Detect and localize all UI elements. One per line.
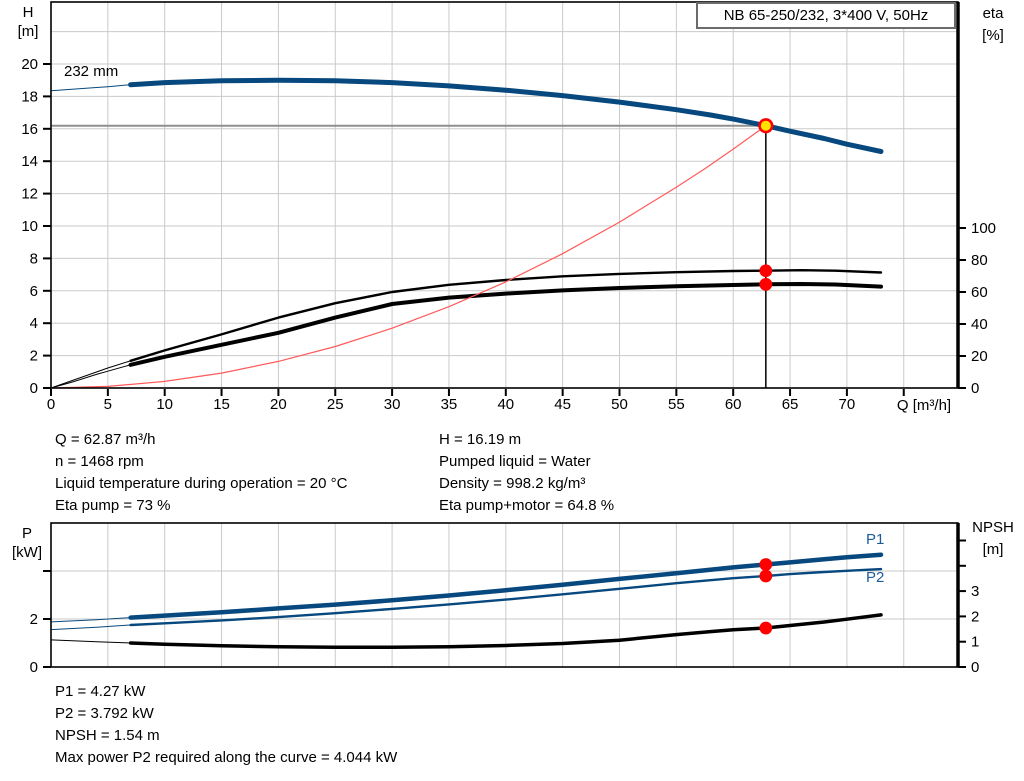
- eta-axis-title-line2: [%]: [982, 27, 1004, 44]
- pump-curve-232mm-min-flow: [50, 84, 132, 92]
- tick-label: 2: [971, 608, 979, 625]
- npsh-axis-title: NPSH [m]: [963, 517, 1023, 561]
- tick-label: 60: [725, 396, 742, 413]
- pump-title: NB 65-250/232, 3*400 V, 50Hz: [723, 7, 929, 24]
- tick-label: 40: [971, 316, 988, 333]
- duty-marker-dot: [759, 621, 773, 635]
- info-pumped-liquid: Pumped liquid = Water: [439, 453, 591, 470]
- tick-label: 20: [270, 396, 287, 413]
- pump-title-box: NB 65-250/232, 3*400 V, 50Hz: [696, 2, 956, 29]
- info-q: Q = 62.87 m³/h: [55, 431, 156, 448]
- tick-label: 4: [30, 315, 38, 332]
- tick-label: 60: [971, 284, 988, 301]
- result-max-p2: Max power P2 required along the curve = …: [55, 749, 398, 766]
- tick-label: 35: [441, 396, 458, 413]
- npsh-axis-title-line2: [m]: [982, 541, 1004, 558]
- eta-marker-dot: [759, 264, 773, 278]
- tick-label: 65: [782, 396, 799, 413]
- duty-marker-dot: [759, 558, 773, 571]
- tick-label: 25: [327, 396, 344, 413]
- info-density: Density = 998.2 kg/m³: [439, 475, 586, 492]
- info-h: H = 16.19 m: [439, 431, 522, 448]
- tick-label: 55: [668, 396, 685, 413]
- tick-label: 14: [21, 153, 38, 170]
- p-axis-title-line1: P: [21, 525, 32, 542]
- eta-pump-motor-curve: [128, 282, 883, 367]
- tick-label: 0: [971, 659, 979, 676]
- tick-label: 3: [971, 583, 979, 600]
- operating-point[interactable]: [758, 118, 774, 134]
- tick-label: 50: [611, 396, 628, 413]
- result-p2: P2 = 3.792 kW: [55, 705, 154, 722]
- npsh-axis-title-line1: NPSH: [972, 519, 1014, 536]
- eta-pump-curve: [129, 269, 883, 362]
- p-axis-title-line2: [kW]: [12, 544, 42, 561]
- p2-curve-min-flow: [50, 624, 132, 631]
- tick-label: 12: [21, 186, 38, 203]
- h-axis-title-line2: [m]: [17, 23, 39, 40]
- tick-label: 10: [156, 396, 173, 413]
- tick-label: 0: [971, 380, 979, 397]
- tick-label: 30: [384, 396, 401, 413]
- tick-label: 70: [839, 396, 856, 413]
- tick-label: 0: [30, 380, 38, 397]
- tick-label: 0: [47, 396, 55, 413]
- npsh-curve: [128, 613, 883, 650]
- eta-pump-motor-curve-min-flow: [50, 364, 132, 389]
- p1-curve-label: P1: [866, 531, 885, 548]
- plot-frame: [50, 1, 959, 389]
- result-p1: P1 = 4.27 kW: [55, 683, 146, 700]
- eta-axis-title: eta [%]: [966, 3, 1020, 47]
- p1-curve: [128, 552, 884, 620]
- system-curve: [50, 125, 767, 389]
- eta-axis-title-line1: eta: [982, 5, 1004, 22]
- p2-curve-label: P2: [866, 569, 885, 586]
- q-axis-title: Q [m³/h]: [896, 397, 952, 414]
- tick-label: 18: [21, 88, 38, 105]
- tick-label: 2: [30, 348, 38, 365]
- p-axis-title: P [kW]: [4, 524, 50, 562]
- tick-label: 10: [21, 218, 38, 235]
- info-eta-pump: Eta pump = 73 %: [55, 497, 171, 514]
- tick-label: 8: [30, 250, 38, 267]
- tick-label: 0: [30, 659, 38, 676]
- p2-curve: [129, 567, 883, 627]
- eta-pump-curve-min-flow: [50, 360, 132, 389]
- info-n: n = 1468 rpm: [55, 453, 144, 470]
- operating-info-right: H = 16.19 m Pumped liquid = Water Densit…: [439, 429, 614, 517]
- impeller-diameter-label: 232 mm: [64, 63, 119, 80]
- tick-label: 80: [971, 252, 988, 269]
- result-npsh: NPSH = 1.54 m: [55, 727, 160, 744]
- tick-label: 5: [104, 396, 112, 413]
- result-info: P1 = 4.27 kW P2 = 3.792 kW NPSH = 1.54 m…: [55, 681, 397, 769]
- info-liquid-temp: Liquid temperature during operation = 20…: [55, 475, 348, 492]
- tick-label: 100: [971, 220, 996, 237]
- info-eta-pump-motor: Eta pump+motor = 64.8 %: [439, 497, 615, 514]
- tick-label: 2: [30, 611, 38, 628]
- tick-label: 6: [30, 283, 38, 300]
- h-axis-title: H [m]: [6, 3, 50, 41]
- tick-label: 20: [21, 56, 38, 73]
- pump-curve-232mm: [128, 77, 884, 154]
- operating-info-left: Q = 62.87 m³/h n = 1468 rpm Liquid tempe…: [55, 429, 347, 517]
- tick-label: 1: [971, 634, 979, 651]
- tick-label: 15: [213, 396, 230, 413]
- p1-curve-min-flow: [50, 617, 132, 623]
- eta-marker-dot: [759, 277, 773, 291]
- h-axis-title-line1: H: [22, 4, 34, 21]
- npsh-curve-min-flow: [50, 639, 132, 644]
- tick-label: 16: [21, 121, 38, 138]
- duty-marker-dot: [759, 569, 773, 583]
- tick-label: 45: [554, 396, 571, 413]
- tick-label: 20: [971, 348, 988, 365]
- tick-label: 40: [497, 396, 514, 413]
